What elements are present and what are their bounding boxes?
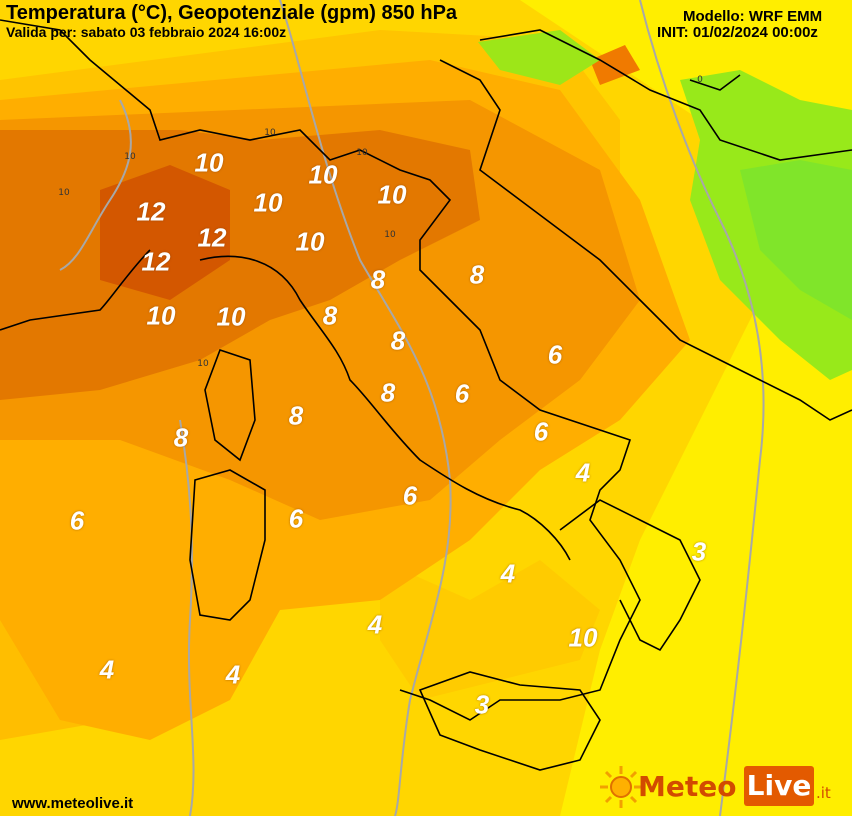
- temperature-label: 6: [533, 416, 549, 447]
- isoline-label: 10: [58, 188, 70, 198]
- coastlines: [0, 19, 852, 771]
- temperature-label: 10: [295, 226, 325, 257]
- temperature-label: 8: [390, 325, 406, 356]
- map-title: Temperatura (°C), Geopotenziale (gpm) 85…: [6, 2, 458, 24]
- temperature-label: 12: [197, 222, 227, 253]
- temperature-label: 10: [194, 147, 224, 178]
- temperature-label: 8: [322, 300, 338, 331]
- logo-tld-text: .it: [816, 784, 831, 802]
- isoline-label: 10: [356, 148, 368, 158]
- temperature-label: 4: [99, 654, 115, 685]
- temperature-label: 4: [575, 457, 591, 488]
- temperature-label: 8: [469, 259, 485, 290]
- temperature-label: 8: [288, 400, 304, 431]
- isoline-label: 10: [384, 230, 396, 240]
- temperature-label: 10: [216, 301, 246, 332]
- temperature-label: 4: [500, 558, 516, 589]
- sun-icon: [600, 766, 642, 808]
- temperature-label: 4: [225, 659, 241, 690]
- isoline-label: 0: [697, 75, 703, 85]
- temperature-label: 6: [288, 503, 304, 534]
- valid-time: Valida per: sabato 03 febbraio 2024 16:0…: [6, 24, 287, 40]
- temperature-label: 10: [308, 159, 338, 190]
- model-name: Modello: WRF EMM: [683, 8, 823, 25]
- init-time: INIT: 01/02/2024 00:00z: [657, 24, 818, 41]
- temperature-label: 10: [568, 622, 598, 653]
- temperature-label: 3: [691, 536, 707, 567]
- temperature-label: 10: [146, 300, 176, 331]
- isoline-label: 10: [264, 128, 276, 138]
- temperature-label: 6: [69, 505, 85, 536]
- geopotential-isolines: [59, 0, 765, 816]
- temperature-label: 12: [136, 196, 166, 227]
- temperature-label: 12: [141, 246, 171, 277]
- meteolive-logo: Meteo Live .it: [598, 764, 831, 810]
- temperature-label: 6: [454, 378, 470, 409]
- temperature-label: 8: [380, 377, 396, 408]
- temperature-label: 8: [173, 422, 189, 453]
- temperature-label: 3: [474, 689, 490, 720]
- temperature-label: 8: [370, 264, 386, 295]
- temperature-label: 6: [547, 339, 563, 370]
- temperature-label: 10: [377, 179, 407, 210]
- logo-meteo-text: Meteo: [638, 770, 737, 803]
- temperature-label: 6: [402, 480, 418, 511]
- isoline-label: 10: [124, 152, 136, 162]
- logo-live-text: Live: [744, 766, 814, 806]
- website-url: www.meteolive.it: [12, 795, 134, 812]
- temperature-label: 4: [367, 609, 383, 640]
- temperature-label: 10: [253, 187, 283, 218]
- isoline-label: 10: [197, 359, 209, 369]
